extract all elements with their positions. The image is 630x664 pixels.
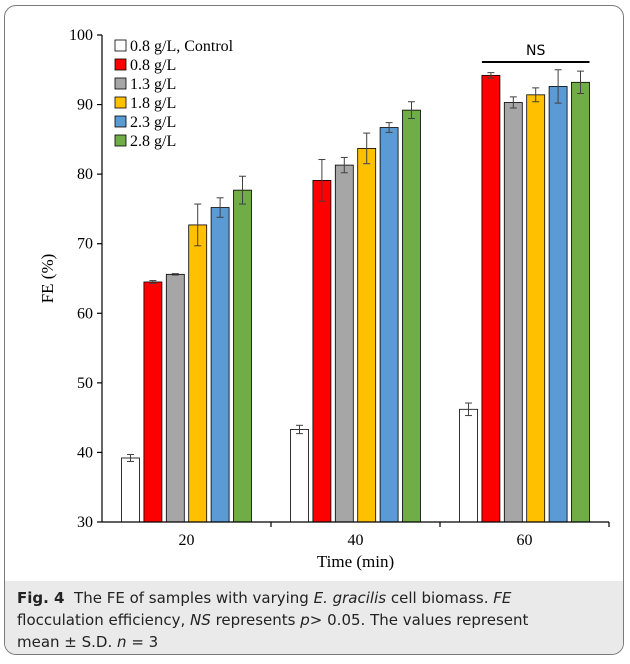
- bar-5-2: [571, 81, 590, 523]
- bar-5-0: [233, 189, 252, 523]
- bar-3-0: [188, 224, 208, 523]
- bar-4-1: [379, 127, 399, 523]
- bar-3-2: [526, 94, 546, 523]
- legend-swatch-2: [114, 77, 127, 90]
- bar-1-2: [481, 74, 501, 523]
- caption-abbr-fe: FE: [493, 589, 512, 607]
- x-axis-title: Time (min): [317, 552, 394, 571]
- legend-label-0: 0.8 g/L, Control: [130, 38, 234, 55]
- bar-4-0: [210, 207, 230, 523]
- x-tick-label: 60: [517, 532, 533, 549]
- legend-label-3: 1.8 g/L: [130, 95, 176, 112]
- figure-frame: 30 40 50 60 70 80 90 100 FE (%) 20 40 60 Time (min) …: [4, 5, 624, 655]
- bar-5-1: [402, 109, 421, 523]
- bar-3-1: [357, 148, 377, 523]
- x-tick-label: 40: [348, 532, 364, 549]
- legend-label-2: 1.3 g/L: [130, 76, 176, 93]
- bar-2-0: [165, 273, 185, 523]
- y-tick-label: 50: [77, 375, 93, 392]
- bar-0-2: [459, 408, 478, 523]
- caption-n-symbol: n: [117, 633, 127, 651]
- legend-label-5: 2.8 g/L: [130, 133, 176, 150]
- figure-label: Fig. 4: [17, 589, 65, 607]
- y-tick-label: 100: [69, 27, 93, 44]
- caption-text-2a: flocculation efficiency,: [17, 611, 186, 629]
- bar-0-1: [290, 429, 309, 523]
- caption-abbr-ns: NS: [190, 611, 211, 629]
- caption-text-2c: > 0.05. The values represent: [309, 611, 529, 629]
- y-tick-label: 40: [77, 444, 93, 461]
- legend-label-4: 2.3 g/L: [130, 114, 176, 131]
- y-tick-label: 30: [77, 514, 93, 531]
- x-tick-label: 20: [179, 532, 195, 549]
- caption-text-2b: represents: [215, 611, 296, 629]
- bar-2-1: [334, 164, 354, 523]
- bar-1-0: [143, 281, 163, 523]
- legend-swatch-0: [114, 39, 127, 52]
- legend-swatch-4: [114, 115, 127, 128]
- y-tick-label: 60: [77, 305, 93, 322]
- caption-p-symbol: p: [300, 611, 310, 629]
- bar-4-2: [548, 86, 568, 523]
- bar-0-0: [121, 457, 140, 523]
- caption-text-1a: The FE of samples with varying: [74, 589, 309, 607]
- legend-swatch-5: [114, 134, 127, 147]
- legend-swatch-3: [114, 96, 127, 109]
- y-tick-label: 70: [77, 236, 93, 253]
- caption-text-1b: cell biomass.: [390, 589, 489, 607]
- bar-1-1: [312, 180, 332, 523]
- bar-2-2: [503, 102, 523, 523]
- figure-caption: Fig. 4 The FE of samples with varying E.…: [5, 581, 623, 654]
- y-tick-label: 80: [77, 166, 93, 183]
- y-tick-label: 90: [77, 97, 93, 114]
- caption-text-3b: = 3: [131, 633, 159, 651]
- caption-text-3a: mean ± S.D.: [17, 633, 113, 651]
- y-axis-title: FE (%): [38, 254, 57, 304]
- caption-species: E. gracilis: [313, 589, 387, 607]
- ns-label: NS: [526, 43, 545, 59]
- legend-swatch-1: [114, 58, 127, 71]
- legend-label-1: 0.8 g/L: [130, 57, 176, 74]
